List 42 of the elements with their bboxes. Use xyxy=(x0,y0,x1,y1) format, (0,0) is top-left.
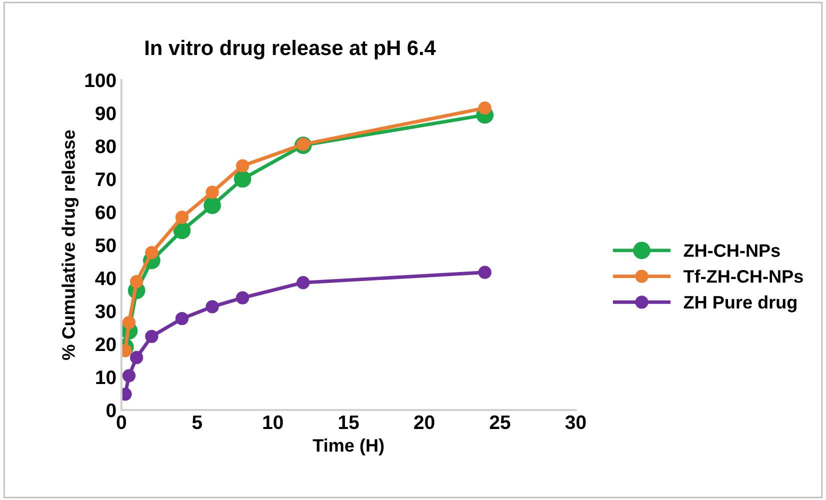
point xyxy=(204,196,221,214)
y-tick-label: 10 xyxy=(96,370,116,384)
y-tick-label: 30 xyxy=(95,304,116,318)
point xyxy=(478,101,492,115)
x-tick-label: 25 xyxy=(490,415,510,430)
x-tick-label: 10 xyxy=(263,415,283,430)
point xyxy=(236,291,250,304)
legend-label: Tf-ZH-CH-NPs xyxy=(684,270,803,283)
legend-label: ZH-CH-NPs xyxy=(684,244,780,257)
x-tick-label: 0 xyxy=(116,415,126,430)
y-axis-title: % Cumulative drug release xyxy=(62,130,79,360)
chart-title: In vitro drug release at pH 6.4 xyxy=(146,40,436,60)
point xyxy=(478,266,492,279)
point xyxy=(206,186,219,199)
point xyxy=(122,369,136,382)
x-tick-label: 30 xyxy=(565,415,586,430)
point xyxy=(122,316,136,330)
legend-label: ZH Pure drug xyxy=(684,295,796,312)
y-tick-label: 90 xyxy=(96,106,116,120)
x-tick-label: 15 xyxy=(338,416,359,430)
point xyxy=(145,246,158,260)
point xyxy=(145,330,158,344)
y-tick-label: 40 xyxy=(95,271,116,286)
x-tick-label: 5 xyxy=(192,416,202,430)
y-tick-label: 70 xyxy=(96,172,116,186)
point xyxy=(130,275,144,288)
point xyxy=(234,170,252,188)
point xyxy=(296,276,310,290)
y-tick-label: 0 xyxy=(106,403,116,418)
point xyxy=(130,350,144,364)
y-tick-label: 50 xyxy=(96,238,116,252)
point xyxy=(175,210,189,224)
point xyxy=(206,300,219,314)
y-tick-label: 60 xyxy=(96,205,116,220)
y-tick-label: 80 xyxy=(96,139,116,154)
x-axis-title: Time (H) xyxy=(312,438,384,456)
point xyxy=(175,312,189,326)
point xyxy=(173,222,191,240)
point xyxy=(236,159,250,172)
y-tick-label: 20 xyxy=(96,337,116,352)
x-tick-label: 20 xyxy=(414,415,434,430)
y-tick-label: 100 xyxy=(85,73,116,88)
